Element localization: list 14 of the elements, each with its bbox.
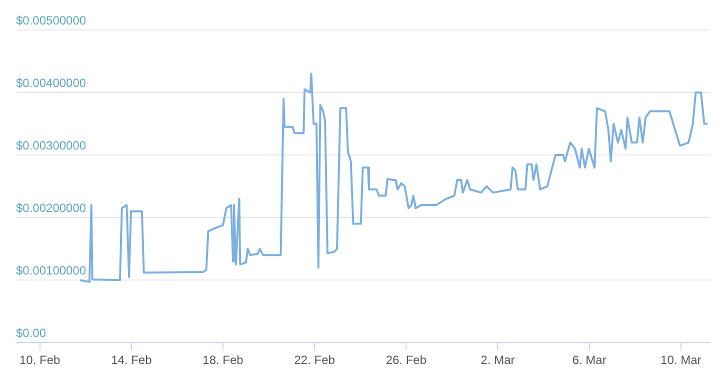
y-tick-label: $0.00100000 — [16, 263, 86, 278]
y-tick-label: $0.00300000 — [16, 138, 86, 152]
x-tick-label: 14. Feb — [111, 353, 152, 368]
y-tick-label: $0.00500000 — [16, 13, 86, 28]
x-tick-label: 18. Feb — [202, 353, 244, 368]
x-tick-label: 10. Mar — [660, 353, 702, 368]
y-tick-label: $0.00400000 — [16, 76, 86, 90]
x-tick-label: 22. Feb — [294, 353, 336, 368]
x-tick-label: 2. Mar — [480, 353, 515, 368]
x-tick-label: 10. Feb — [19, 353, 61, 368]
y-tick-label: $0.00200000 — [16, 200, 86, 215]
x-tick-label: 26. Feb — [386, 353, 427, 368]
y-tick-label: $0.00 — [16, 326, 46, 340]
x-tick-label: 6. Mar — [572, 353, 606, 368]
